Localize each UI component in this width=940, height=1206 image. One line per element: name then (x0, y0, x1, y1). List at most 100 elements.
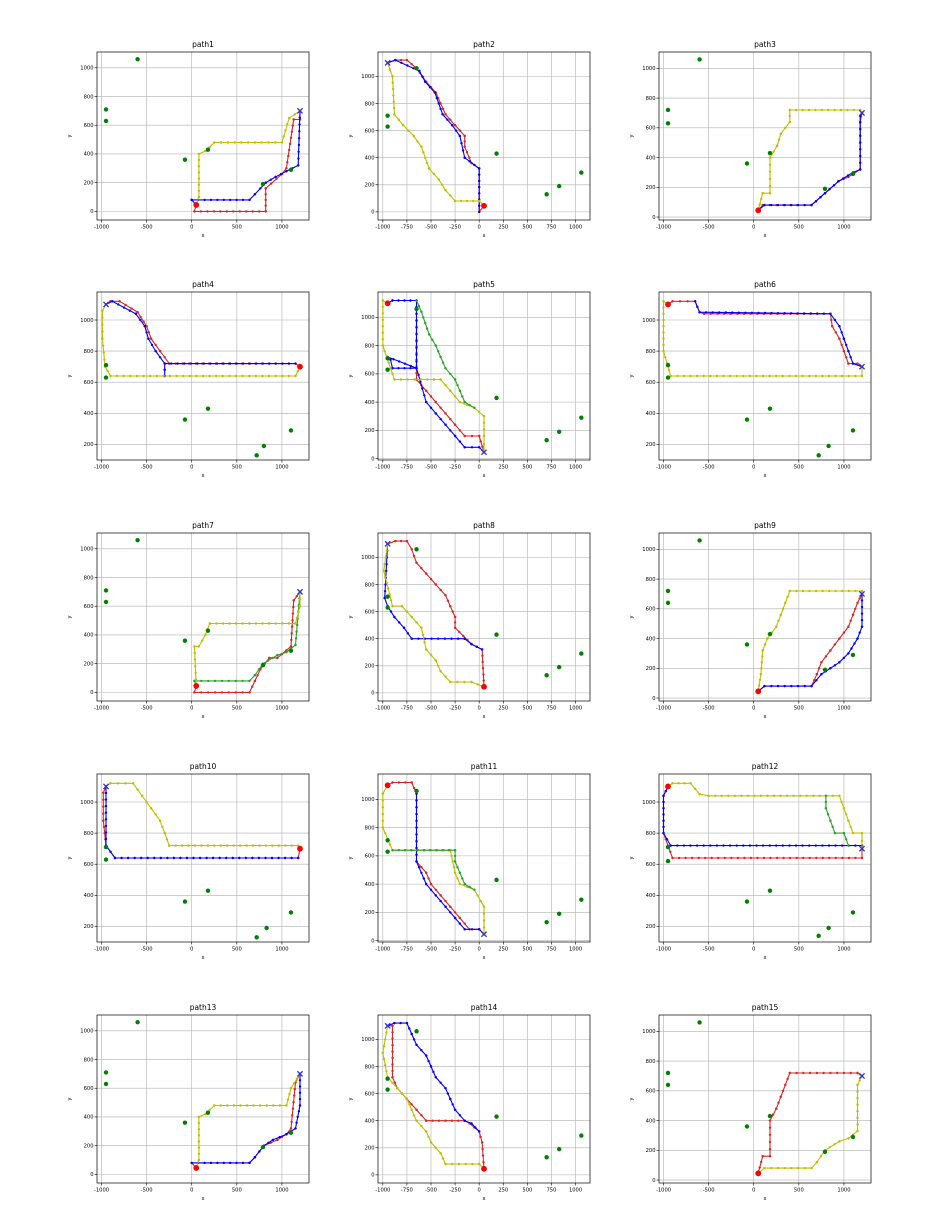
path-point (409, 367, 412, 370)
path-point (779, 613, 782, 616)
path-point (277, 856, 280, 860)
path-point (439, 588, 442, 592)
path-point (391, 299, 394, 302)
path-point (381, 331, 384, 334)
path-point (439, 670, 442, 673)
obstacle-point (494, 877, 499, 883)
path-point (860, 618, 864, 622)
x-tick-label: 1000 (569, 465, 582, 471)
path-point (441, 107, 445, 111)
path-point (820, 673, 823, 676)
path-point (822, 1071, 825, 1075)
x-tick-label: -1000 (656, 706, 671, 712)
path-point (222, 1161, 225, 1165)
path-point (199, 210, 203, 213)
path-point (854, 856, 857, 860)
path-point (143, 325, 146, 328)
path-point (200, 844, 203, 847)
path-point (444, 423, 447, 426)
path-point (415, 333, 418, 336)
y-axis-label: y (629, 374, 635, 377)
subplot-title: path3 (754, 40, 776, 49)
obstacle-point (697, 57, 702, 62)
path-point (420, 1114, 423, 1117)
path-point (776, 203, 780, 207)
path-point (264, 204, 267, 207)
path-point (847, 374, 850, 378)
path-point (163, 356, 166, 359)
path-point (274, 374, 277, 378)
path-point (388, 68, 392, 71)
path-point (429, 653, 433, 657)
path-point (437, 350, 440, 353)
path-point (717, 856, 720, 860)
plot-marks (665, 57, 866, 214)
path-point (452, 866, 456, 869)
goal-marker (858, 109, 866, 117)
path-point (859, 141, 862, 144)
path-point (795, 108, 798, 112)
path-point (858, 1079, 861, 1082)
path-point (683, 782, 686, 785)
x-tick-label: -1000 (94, 465, 109, 471)
y-tick-label: 0 (371, 938, 374, 944)
path-point (394, 539, 397, 543)
path-point (393, 113, 396, 116)
path-point (397, 299, 400, 302)
path-point (122, 374, 125, 378)
path-point (274, 622, 277, 625)
path-point (208, 145, 211, 148)
path-point (801, 844, 804, 847)
path-point (829, 667, 832, 670)
path-point (760, 661, 763, 664)
y-axis-label: y (348, 1097, 354, 1100)
y-tick-label: 400 (365, 1118, 375, 1124)
path-point (849, 825, 852, 829)
goal-marker (480, 931, 488, 938)
subplot-path1: -1000 -500 0 500 100002004006008001000path1x… (67, 40, 310, 239)
path-point (814, 200, 818, 203)
path-point (392, 358, 395, 361)
path-point (783, 1166, 786, 1170)
path-point (841, 856, 844, 860)
path-point (736, 856, 740, 860)
subplot-title: path6 (754, 280, 776, 289)
path-point (251, 210, 254, 213)
path-point (287, 622, 291, 625)
path-point (662, 825, 665, 829)
path-point (744, 311, 747, 314)
goal-marker (858, 1072, 866, 1080)
path-point (291, 1107, 295, 1110)
x-tick-label: -1000 (94, 947, 109, 953)
x-tick-label: 500 (232, 706, 242, 712)
obstacle-point (103, 107, 109, 112)
path-point (415, 853, 418, 856)
path-point (766, 794, 769, 797)
start-point (193, 202, 200, 208)
x-tick-label: 1000 (275, 1188, 288, 1194)
path-point (814, 844, 817, 847)
plot-area (378, 52, 590, 220)
path-point (190, 1161, 193, 1165)
path-point (415, 561, 418, 564)
obstacle-point (850, 171, 856, 177)
start-point (665, 783, 671, 790)
path-point (482, 919, 486, 922)
path-point (293, 113, 296, 116)
path-point (743, 856, 746, 860)
path-point (290, 856, 293, 860)
path-point (245, 844, 248, 847)
y-tick-label: 0 (652, 215, 655, 221)
path-point (424, 156, 427, 159)
path-point (763, 684, 766, 688)
path-point (847, 1137, 850, 1140)
y-tick-label: 400 (365, 636, 375, 642)
path-point (399, 539, 403, 543)
path-point (768, 844, 771, 847)
path-point (226, 141, 229, 144)
path-point (415, 860, 418, 863)
obstacle-point (579, 170, 584, 175)
path-point (102, 805, 105, 808)
x-tick-label: -250 (449, 947, 461, 953)
path-point (453, 395, 457, 398)
